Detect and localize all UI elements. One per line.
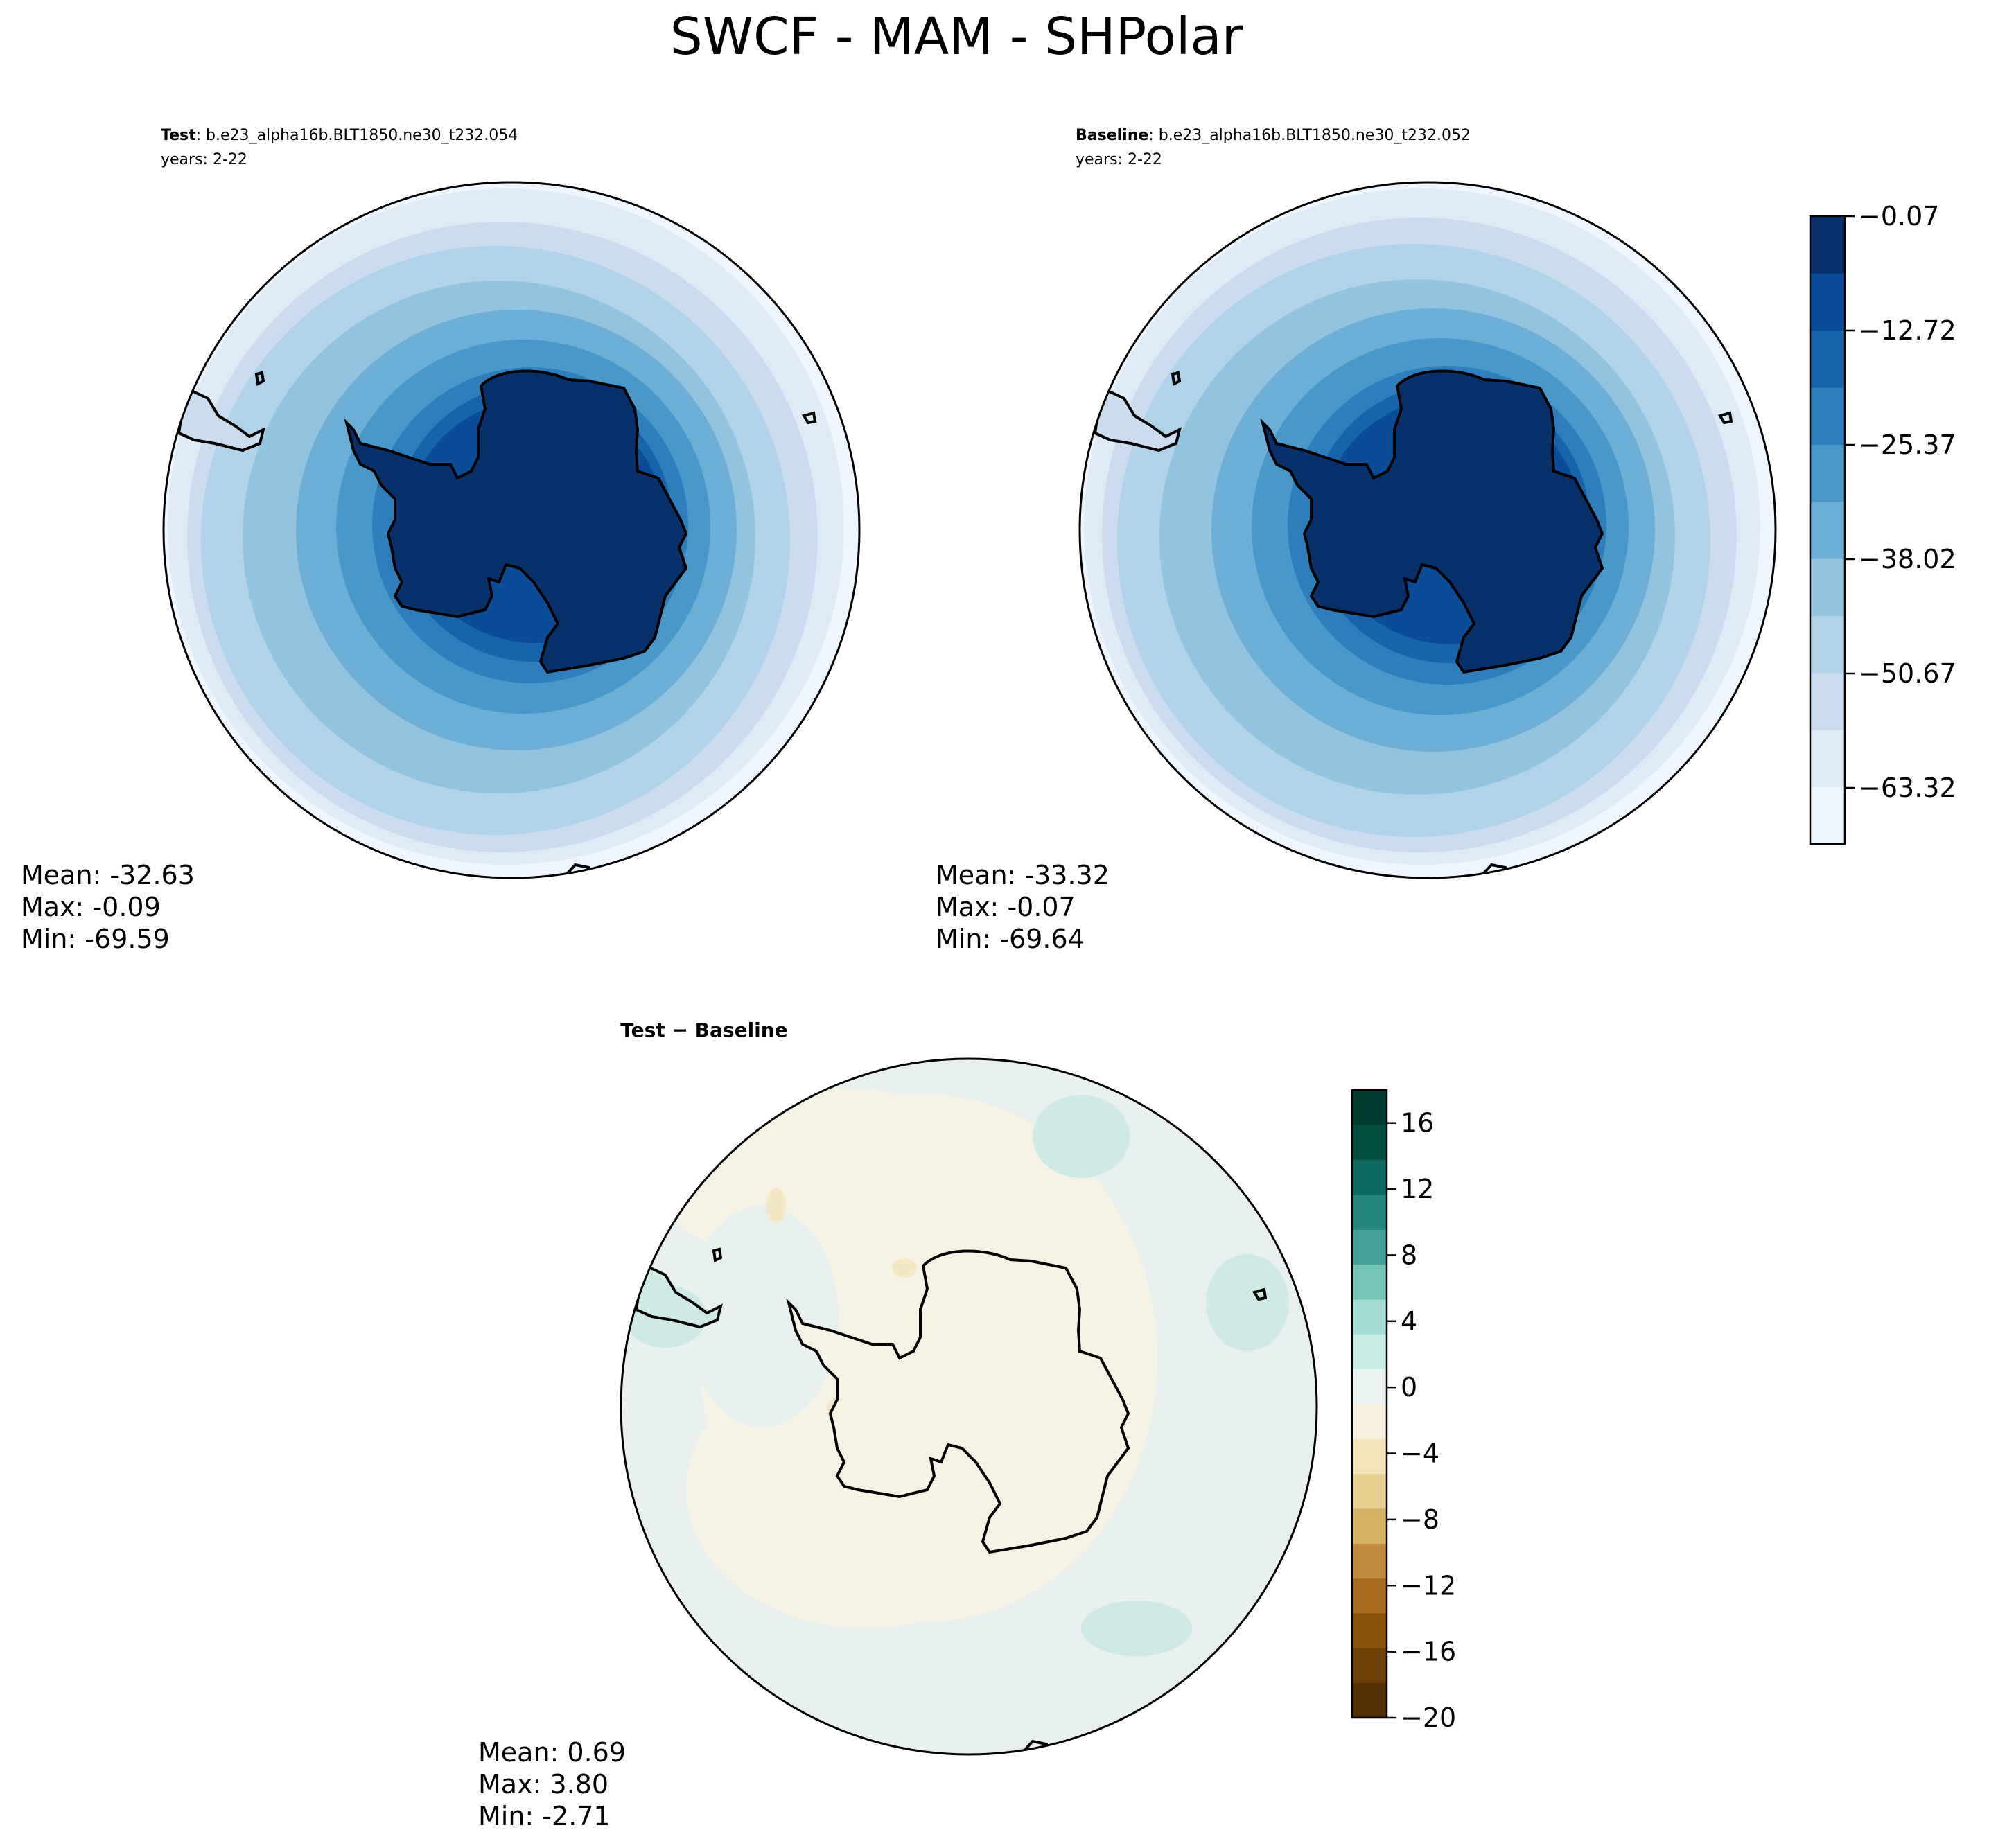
main-colorbar-block — [1810, 730, 1845, 788]
main-colorbar-blocks — [1810, 216, 1845, 845]
test-min: Min: -69.59 — [21, 924, 170, 954]
diff-colorbar-block — [1352, 1195, 1387, 1230]
diff-panel: Test − Baseline Mean: 0.69 Max: 3.80 — [478, 1019, 1318, 1831]
diff-colorbar: 16 12 8 4 0 −4 −8 −12 −16 −20 — [1351, 1089, 1456, 1733]
diff-colorbar-block — [1352, 1543, 1387, 1579]
baseline-years: years: 2-22 — [1076, 151, 1162, 168]
diff-colorbar-block — [1352, 1125, 1387, 1161]
main-colorbar-tick-label: −63.32 — [1859, 773, 1956, 803]
diff-mean: Mean: 0.69 — [478, 1737, 626, 1768]
test-years: years: 2-22 — [161, 151, 247, 168]
diff-colorbar-blocks — [1352, 1090, 1387, 1718]
diff-colorbar-block — [1352, 1334, 1387, 1370]
main-colorbar-block — [1810, 273, 1845, 331]
diff-colorbar-block — [1352, 1299, 1387, 1335]
test-map-boundary — [162, 181, 861, 879]
diff-colorbar-tick-label: −16 — [1401, 1637, 1456, 1667]
baseline-label: Baseline — [1076, 127, 1148, 144]
main-colorbar-tick-label: −50.67 — [1859, 658, 1956, 689]
diff-map-boundary — [620, 1057, 1318, 1756]
main-colorbar-ticks: −0.07 −12.72 −25.37 −38.02 −50.67 −63.32 — [1845, 201, 1956, 803]
diff-colorbar-block — [1352, 1229, 1387, 1265]
test-panel: Test: b.e23_alpha16b.BLT1850.ne30_t232.0… — [21, 127, 861, 954]
diff-colorbar-tick-label: −20 — [1401, 1702, 1456, 1733]
test-label: Test — [161, 127, 196, 144]
main-colorbar-block — [1810, 558, 1845, 617]
diff-colorbar-block — [1352, 1648, 1387, 1684]
diff-colorbar-block — [1352, 1682, 1387, 1718]
diff-colorbar-tick-label: −4 — [1401, 1438, 1439, 1469]
diff-colorbar-block — [1352, 1508, 1387, 1544]
diff-min: Min: -2.71 — [478, 1801, 611, 1831]
diff-colorbar-block — [1352, 1159, 1387, 1195]
main-colorbar-block — [1810, 501, 1845, 559]
test-map — [164, 182, 859, 878]
baseline-min: Min: -69.64 — [936, 924, 1085, 954]
diff-max: Max: 3.80 — [478, 1769, 608, 1799]
diff-colorbar-tick-label: 0 — [1401, 1372, 1417, 1402]
diff-colorbar-ticks: 16 12 8 4 0 −4 −8 −12 −16 −20 — [1387, 1108, 1456, 1733]
baseline-map-boundary — [1078, 181, 1777, 879]
baseline-case-name: : b.e23_alpha16b.BLT1850.ne30_t232.052 — [1148, 127, 1471, 144]
diff-colorbar-block — [1352, 1404, 1387, 1439]
main-colorbar-tick-label: −25.37 — [1859, 430, 1956, 460]
test-max: Max: -0.09 — [21, 892, 161, 922]
main-colorbar: −0.07 −12.72 −25.37 −38.02 −50.67 −63.32 — [1809, 201, 1956, 845]
figure-title: SWCF - MAM - SHPolar — [670, 7, 1243, 67]
baseline-panel: Baseline: b.e23_alpha16b.BLT1850.ne30_t2… — [936, 127, 1777, 954]
main-colorbar-tick-label: −0.07 — [1859, 201, 1939, 231]
diff-colorbar-block — [1352, 1473, 1387, 1509]
test-mean: Mean: -32.63 — [21, 860, 195, 890]
test-panel-header: Test: b.e23_alpha16b.BLT1850.ne30_t232.0… — [161, 127, 518, 144]
diff-colorbar-block — [1352, 1369, 1387, 1405]
diff-colorbar-tick-label: −8 — [1401, 1504, 1439, 1535]
diff-colorbar-block — [1352, 1264, 1387, 1300]
diff-title: Test − Baseline — [620, 1019, 787, 1041]
diff-colorbar-tick-label: −12 — [1401, 1570, 1456, 1601]
main-colorbar-tick-label: −38.02 — [1859, 544, 1956, 574]
diff-colorbar-block — [1352, 1090, 1387, 1125]
baseline-mean: Mean: -33.32 — [936, 860, 1110, 890]
baseline-panel-header: Baseline: b.e23_alpha16b.BLT1850.ne30_t2… — [1076, 127, 1471, 144]
diff-colorbar-block — [1352, 1438, 1387, 1475]
diff-colorbar-tick-label: 8 — [1401, 1240, 1417, 1270]
main-colorbar-block — [1810, 672, 1845, 730]
main-colorbar-block — [1810, 216, 1845, 274]
diff-colorbar-tick-label: 12 — [1401, 1174, 1434, 1204]
diff-colorbar-block — [1352, 1578, 1387, 1614]
diff-colorbar-tick-label: 4 — [1401, 1306, 1417, 1337]
main-colorbar-block — [1810, 330, 1845, 388]
diff-colorbar-block — [1352, 1613, 1387, 1648]
main-colorbar-tick-label: −12.72 — [1859, 315, 1956, 346]
main-colorbar-block — [1810, 387, 1845, 445]
main-colorbar-block — [1810, 786, 1845, 845]
diff-map — [621, 1059, 1317, 1754]
main-colorbar-block — [1810, 615, 1845, 674]
baseline-max: Max: -0.07 — [936, 892, 1076, 922]
test-case-name: : b.e23_alpha16b.BLT1850.ne30_t232.054 — [196, 127, 518, 144]
main-colorbar-block — [1810, 444, 1845, 502]
baseline-map — [1080, 182, 1776, 878]
diff-colorbar-tick-label: 16 — [1401, 1108, 1434, 1138]
